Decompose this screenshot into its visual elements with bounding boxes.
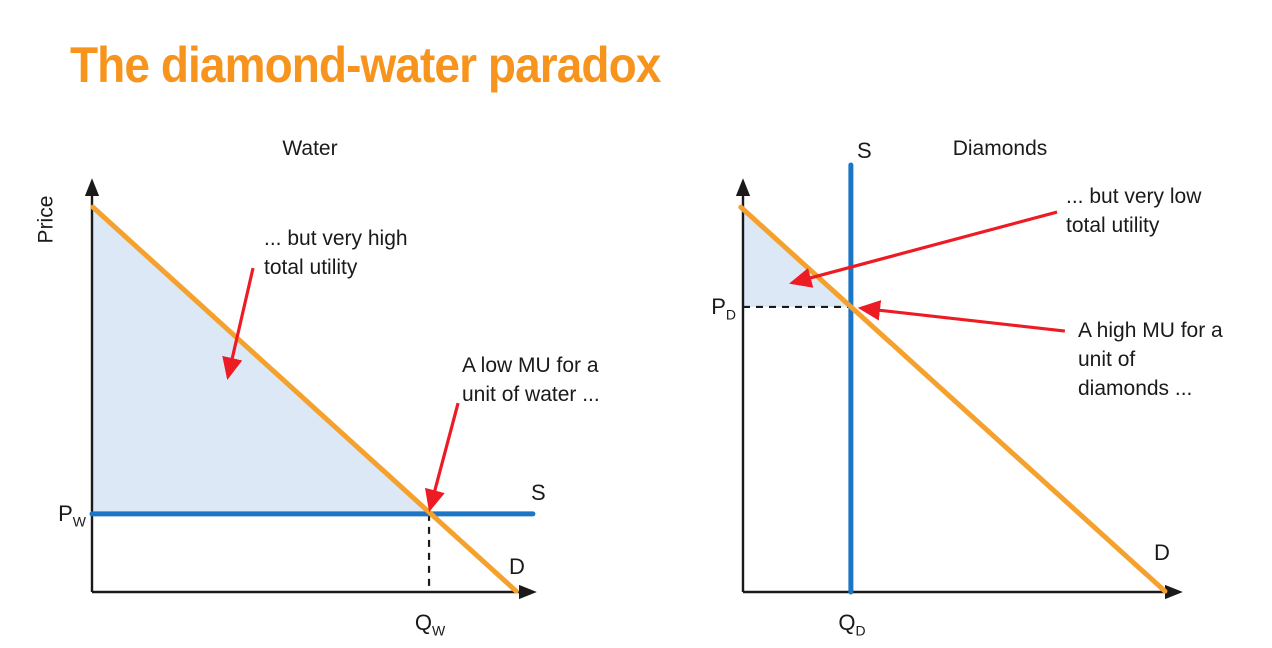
annotation-water-low-mu: A low MU for a unit of water ... bbox=[462, 354, 600, 406]
supply-label-water: S bbox=[531, 480, 546, 505]
price-axis-label: Price bbox=[34, 195, 58, 244]
slide-title: The diamond-water paradox bbox=[70, 37, 661, 93]
qd-label: QD bbox=[838, 610, 866, 639]
water-chart-title: Water bbox=[282, 137, 338, 160]
pd-label: PD bbox=[711, 294, 736, 323]
diamonds-chart-title: Diamonds bbox=[952, 137, 1048, 160]
pw-label: PW bbox=[58, 501, 86, 530]
water-chart bbox=[84, 178, 537, 600]
annotation-diamonds-total-utility: ... but very low total utility bbox=[1066, 185, 1202, 237]
qw-label: QW bbox=[414, 610, 446, 639]
demand-label-water: D bbox=[509, 554, 525, 579]
demand-label-diamonds: D bbox=[1154, 540, 1170, 565]
diamonds-chart bbox=[735, 162, 1183, 600]
annotation-diamonds-high-mu: A high MU for a unit of diamonds ... bbox=[1078, 319, 1223, 400]
supply-label-diamonds: S bbox=[857, 138, 872, 163]
annotation-water-total-utility: ... but very high total utility bbox=[264, 227, 408, 279]
